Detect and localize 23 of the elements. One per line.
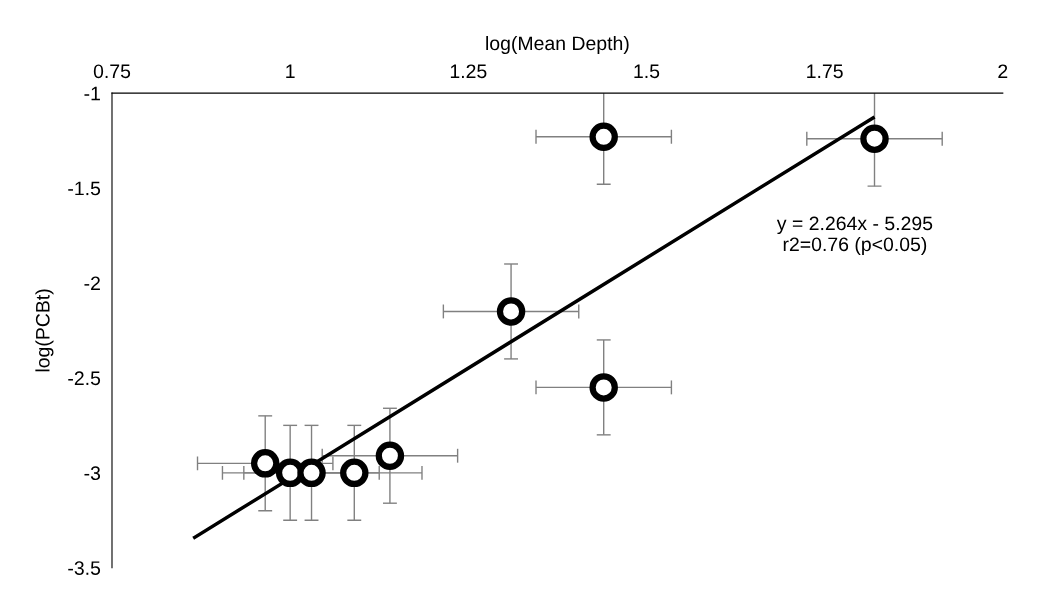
y-axis-title: log(PCBt)	[35, 289, 54, 372]
x-tick-label: 2	[998, 64, 1008, 78]
x-axis-title: log(Mean Depth)	[486, 35, 629, 55]
point	[297, 458, 326, 488]
point	[589, 373, 618, 402]
y-tick-label: -1.5	[68, 181, 101, 196]
y-tick-label: -3	[84, 466, 101, 481]
point	[375, 441, 405, 470]
x-tick-label: 1	[286, 64, 295, 78]
point	[340, 458, 369, 488]
point	[250, 449, 280, 478]
point	[589, 122, 618, 152]
x-tick-label: 1.5	[634, 64, 660, 79]
y-tick-label: -2	[84, 276, 100, 291]
y-tick-label: -3.5	[68, 561, 101, 575]
x-tick-label: 0.75	[93, 64, 131, 79]
x-tick-label: 1.25	[450, 64, 487, 79]
x-tick-label: 1.75	[807, 64, 843, 79]
annotation: y = 2.264x - 5.295 r2=0.76 (p<0.05)	[776, 216, 933, 256]
point	[496, 297, 526, 326]
point	[860, 124, 889, 153]
y-tick-label: -1	[84, 86, 100, 101]
y-tick-label: -2.5	[68, 371, 101, 386]
